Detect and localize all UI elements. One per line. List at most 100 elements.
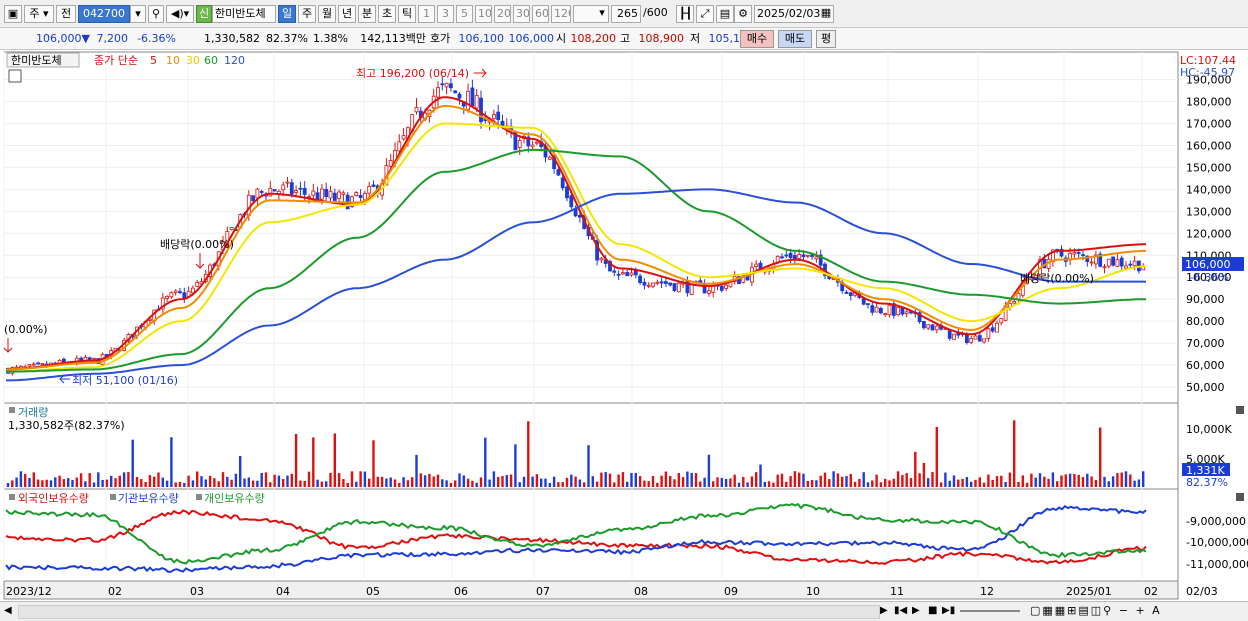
scroll-left-icon[interactable]: ◀ <box>4 605 12 616</box>
sell-button[interactable]: 매도 <box>778 30 812 48</box>
volume-bar <box>578 479 582 487</box>
horizontal-scrollbar[interactable] <box>18 605 880 619</box>
save-icon[interactable]: ▤ <box>716 5 734 23</box>
volume-bar <box>544 478 547 487</box>
play-back-icon[interactable]: ▮◀ <box>894 605 908 616</box>
num-60[interactable]: 60 <box>532 5 549 23</box>
speed-slider[interactable] <box>960 610 1020 612</box>
volume-close-icon[interactable] <box>1236 406 1244 414</box>
num-1[interactable]: 1 <box>418 5 435 23</box>
candle-body <box>599 257 604 261</box>
code-dropdown-icon[interactable]: ▾ <box>130 5 146 23</box>
period-select-value: 주 <box>29 7 40 20</box>
ma-line-60 <box>6 148 1146 373</box>
volume-bar <box>273 474 276 487</box>
x-axis-label: 03 <box>190 585 204 598</box>
candle-body <box>337 191 342 199</box>
prev-button[interactable]: 전 <box>56 5 76 23</box>
num-120[interactable]: 120 <box>551 5 571 23</box>
eval-button[interactable]: 평 <box>816 30 836 48</box>
volume-bar <box>97 472 100 487</box>
volume-bar <box>806 480 809 487</box>
tab-year[interactable]: 년 <box>338 5 356 23</box>
volume-bar <box>221 472 225 487</box>
toolbar: ▣ 주 ▾ 전 042700 ▾ ⚲ ◀)▾ 신 한미반도체 일 주 월 년 분… <box>0 0 1248 28</box>
play-forward-icon[interactable]: ▶▮ <box>942 605 956 616</box>
num-3[interactable]: 3 <box>437 5 454 23</box>
volume-bar <box>970 481 973 487</box>
tab-second[interactable]: 초 <box>378 5 396 23</box>
period-select[interactable]: 주 ▾ <box>24 5 54 23</box>
unit-select[interactable] <box>573 5 609 23</box>
shin-badge[interactable]: 신 <box>196 5 212 23</box>
stop-icon[interactable]: ■ <box>928 605 938 616</box>
scroll-right-icon[interactable]: ▶ <box>880 605 888 616</box>
volume-bar <box>475 482 478 487</box>
price-tick-label: 160,000 <box>1186 139 1232 152</box>
flow-marker-icon-2 <box>110 494 116 500</box>
volume-bar <box>518 482 521 487</box>
date-input[interactable]: 2025/02/03 <box>754 5 834 23</box>
chart-svg[interactable]: 190,000 180,000 170,000 160,000 150,000 140,0… <box>0 50 1248 601</box>
panel-name-box <box>6 52 80 68</box>
zoom-controls[interactable]: ▢▦▦⊞▤◫⚲ − + A <box>1030 604 1162 617</box>
candle-icon[interactable]: ┠┨ <box>676 5 694 23</box>
tab-month[interactable]: 월 <box>318 5 336 23</box>
flow-close-icon[interactable] <box>1236 493 1244 501</box>
unit-dropdown-icon[interactable]: ▾ <box>599 6 605 19</box>
volume-bar <box>1081 477 1085 487</box>
tool-icon[interactable]: ⤢ <box>696 5 714 23</box>
volume-bar <box>866 482 870 487</box>
volume-bar <box>699 481 702 487</box>
price-tick-label: 130,000 <box>1186 205 1232 218</box>
tab-tick[interactable]: 틱 <box>398 5 416 23</box>
candle-body <box>612 270 617 273</box>
num-5[interactable]: 5 <box>456 5 473 23</box>
current-price: 106,000▼ <box>36 32 90 45</box>
candle-body <box>229 227 234 230</box>
volume-bar <box>247 477 250 487</box>
num-30[interactable]: 30 <box>513 5 530 23</box>
code-input[interactable]: 042700 <box>78 5 130 23</box>
volume-bar <box>565 477 569 487</box>
chart-area[interactable]: 190,000 180,000 170,000 160,000 150,000 140,0… <box>0 50 1248 601</box>
volume-bar <box>243 478 246 487</box>
volume-bar <box>750 476 754 487</box>
buy-button[interactable]: 매수 <box>740 30 774 48</box>
x-axis-right-label: 02/03 <box>1186 585 1218 598</box>
calendar-icon[interactable]: ▦ <box>820 6 832 19</box>
tab-minute[interactable]: 분 <box>358 5 376 23</box>
tab-day[interactable]: 일 <box>278 5 296 23</box>
candle-body <box>973 335 978 340</box>
volume-bar <box>879 482 883 487</box>
volume-bar <box>277 475 281 487</box>
tab-week[interactable]: 주 <box>298 5 316 23</box>
y-axis-ticks: 190,000 180,000 170,000 160,000 150,000 140,0… <box>1186 74 1232 394</box>
candle-body <box>298 187 303 190</box>
num-20[interactable]: 20 <box>494 5 511 23</box>
volume-bar <box>1034 477 1037 487</box>
candle-body <box>754 263 759 267</box>
count-input[interactable]: 265 <box>611 5 641 23</box>
volume-bar <box>681 477 685 487</box>
volume-bar <box>832 471 835 487</box>
volume-bar <box>307 471 311 487</box>
candle-body <box>195 282 200 287</box>
volume-bar <box>789 476 792 487</box>
candle-body <box>664 281 668 284</box>
play-icon[interactable]: ▶ <box>912 605 920 616</box>
window-icon[interactable]: ▣ <box>4 5 22 23</box>
volume-bar <box>858 478 861 487</box>
num-10[interactable]: 10 <box>475 5 492 23</box>
volume-ratio: 82.37% <box>266 32 308 45</box>
gear-icon[interactable]: ⚙ <box>734 5 752 23</box>
ask1: 106,100 <box>458 32 505 45</box>
ask-label: 호가 <box>430 32 451 45</box>
search-icon[interactable]: ⚲ <box>148 5 164 23</box>
volume-bar <box>436 474 440 487</box>
volume-bar <box>1008 472 1012 487</box>
speaker-icon[interactable]: ◀)▾ <box>166 5 194 23</box>
grid-toggle-icon[interactable] <box>8 69 22 83</box>
ma-10: 10 <box>166 54 180 67</box>
volume-bar <box>1030 473 1033 487</box>
